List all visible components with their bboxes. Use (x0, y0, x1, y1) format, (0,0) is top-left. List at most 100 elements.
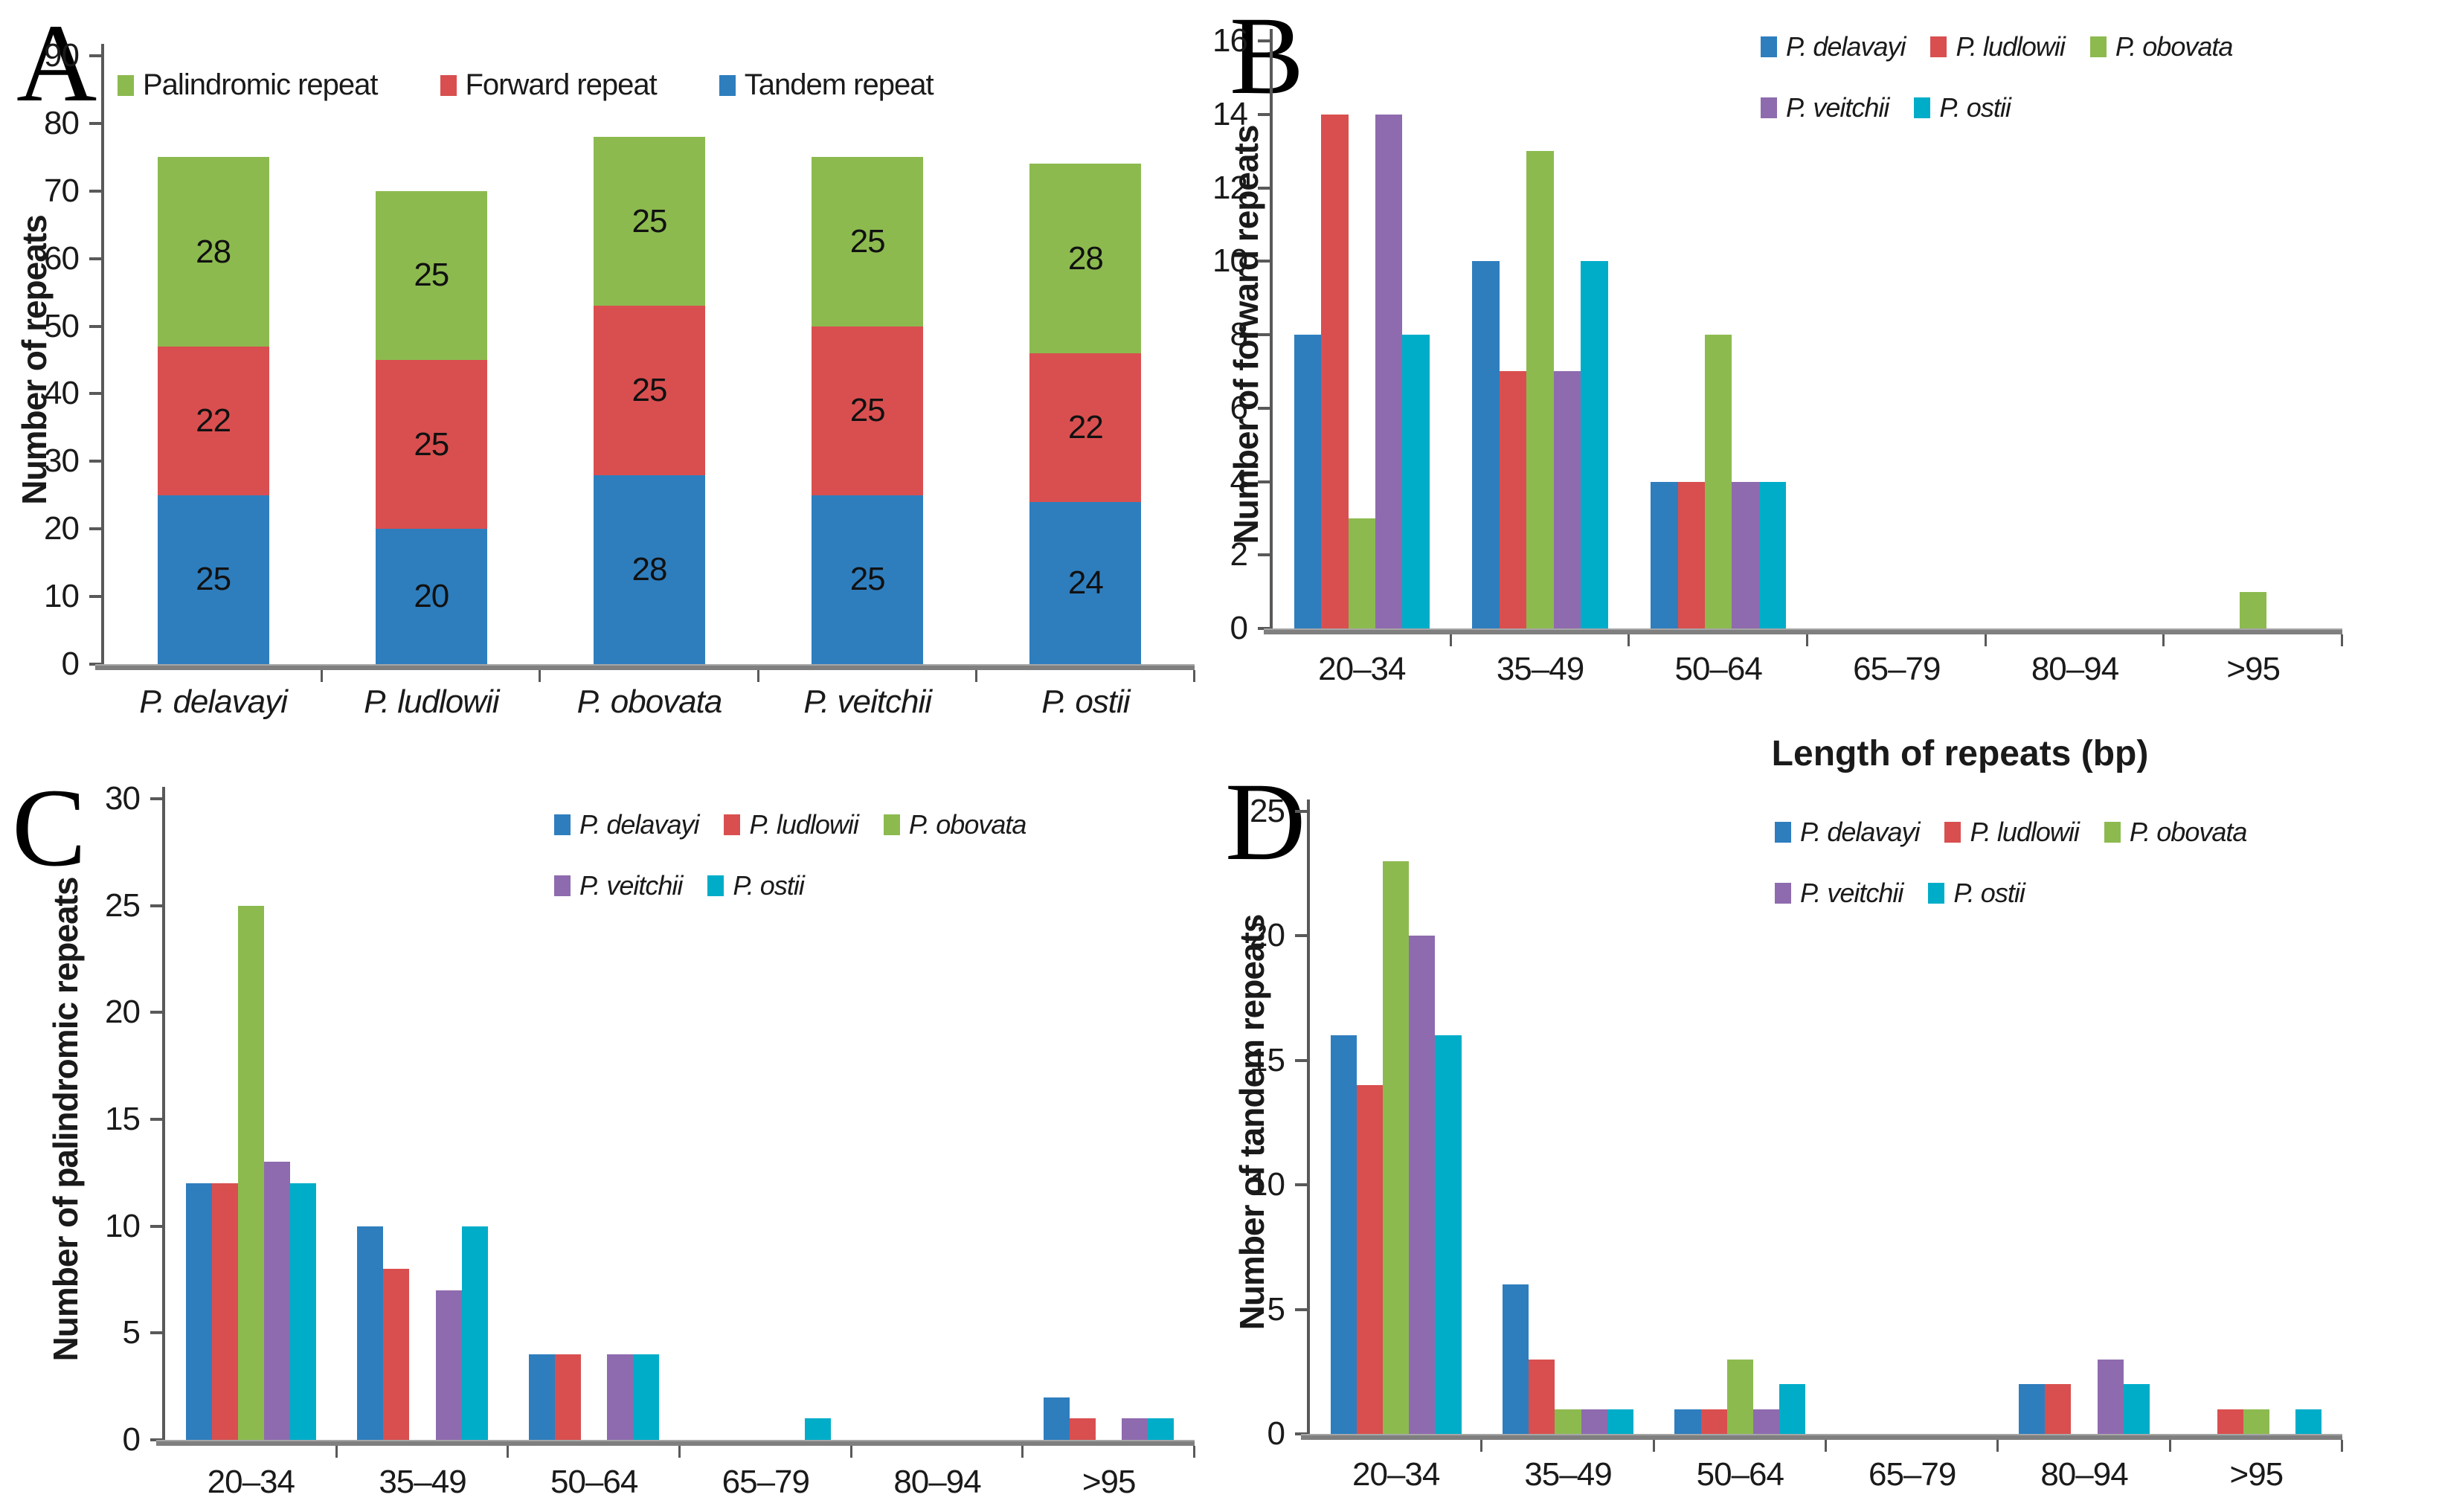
bar (1779, 1384, 1806, 1434)
x-category-label: 50–64 (1674, 651, 1762, 687)
legend-item: P. obovata (2104, 817, 2247, 848)
x-tick (678, 1446, 681, 1458)
bar (1472, 261, 1500, 628)
bar-value-label: 25 (849, 392, 886, 429)
y-tick (150, 1331, 162, 1335)
y-tick-label: 70 (44, 172, 80, 209)
bar-segment (375, 190, 487, 360)
bar-segment (1029, 353, 1142, 502)
bar (1402, 335, 1430, 628)
bar (383, 1269, 410, 1440)
bar (357, 1226, 384, 1440)
x-category-label: 20–34 (1352, 1456, 1440, 1493)
bar-segment (812, 495, 924, 664)
legend-label: P. ludlowii (1970, 817, 2079, 847)
bar (2045, 1384, 2072, 1434)
bar (289, 1183, 316, 1440)
x-category-label: 65–79 (1853, 651, 1941, 687)
x-category-label: 20–34 (207, 1464, 295, 1500)
legend-label: P. ostii (1953, 878, 2025, 908)
x-category-label: P. veitchii (803, 683, 932, 720)
y-tick-label: 0 (1267, 1415, 1285, 1452)
y-tick-label: 10 (44, 578, 80, 615)
x-tick (1628, 634, 1630, 646)
legend-item: P. delavayi (1761, 31, 1906, 62)
y-tick-label: 14 (1212, 95, 1248, 132)
y-tick-label: 40 (44, 375, 80, 412)
legend-row: P. veitchii P. ostii (1775, 878, 2246, 909)
y-tick-label: 25 (1250, 793, 1285, 829)
x-tick (2162, 634, 2165, 646)
bar (1148, 1418, 1175, 1440)
bar-segment (375, 360, 487, 530)
y-tick-label: 2 (1230, 536, 1248, 573)
bar (1553, 371, 1581, 628)
legend-swatch (2104, 822, 2121, 843)
y-tick (150, 1011, 162, 1014)
y-tick-label: 5 (1267, 1290, 1285, 1328)
legend-swatch (1761, 36, 1777, 57)
y-tick-label: 8 (1230, 316, 1248, 353)
y-axis-line (1307, 800, 1310, 1434)
bar-segment (157, 495, 269, 664)
y-tick-label: 0 (122, 1421, 141, 1458)
plot-area-d: 0 5 10 15 20 25 20–34 35–49 50–64 65–79 80–94 >95 (1221, 756, 2441, 1511)
legend-row: P. delavayi P. ludlowii P. obovata (554, 809, 1026, 840)
y-axis-line (101, 44, 104, 664)
legend-swatch (1944, 822, 1961, 843)
x-axis-line (1264, 628, 2342, 634)
bar-value-label: 25 (632, 202, 668, 239)
legend-row: P. delavayi P. ludlowii P. obovata (1761, 31, 2233, 62)
chart-legend-a: Palindromic repeat Forward repeat Tandem r… (118, 68, 934, 102)
x-tick (1652, 1440, 1655, 1452)
bar-segment (594, 474, 705, 664)
x-tick (335, 1446, 338, 1458)
plot-area-b: 0 2 4 6 8 10 12 14 16 20–34 35–49 50–64 65–79 80–94 >9… (1212, 0, 2441, 756)
x-category-label: 80–94 (2031, 651, 2119, 687)
y-tick (89, 189, 101, 193)
bar (1330, 1035, 1357, 1434)
x-category-label: P. obovata (576, 683, 723, 720)
y-tick-label: 16 (1212, 22, 1248, 59)
legend-label: Palindromic repeat (143, 68, 378, 101)
x-axis-line (95, 664, 1195, 670)
y-tick-label: 50 (44, 307, 80, 344)
panel-d: D Number of tandem repeats 0 5 10 15 20 25 20–… (1221, 756, 2441, 1511)
x-tick (1193, 670, 1195, 682)
x-category-label: 20–34 (1318, 651, 1406, 687)
bar (211, 1183, 238, 1440)
legend-row: P. veitchii P. ostii (1761, 92, 2232, 123)
panel-c: C Number of palindromic repeats 0 5 10 15 20… (0, 756, 1221, 1511)
bar-value-label: 25 (414, 425, 449, 463)
x-tick (1449, 634, 1452, 646)
chart-legend-b: P. delavayi P. ludlowii P. obovata P. veitc… (1761, 31, 2233, 153)
legend-label: P. delavayi (1786, 31, 1906, 62)
x-category-label: 80–94 (2040, 1456, 2128, 1493)
legend-row: P. veitchii P. ostii (554, 870, 1026, 901)
x-axis-title-b: Length of repeats (bp) (1771, 734, 2149, 773)
y-tick-label: 20 (44, 510, 80, 547)
legend-label: Tandem repeat (744, 68, 934, 101)
legend-label: P. ludlowii (749, 809, 858, 840)
panel-b: B Number of forward repeats 0 2 4 6 8 10 12 14 1… (1212, 0, 2441, 773)
y-tick (1258, 333, 1270, 336)
bar (607, 1354, 634, 1440)
bar-value-label: 28 (632, 550, 668, 588)
bar (263, 1162, 290, 1440)
legend-label: P. ludlowii (1956, 31, 2065, 62)
legend-swatch (707, 875, 724, 896)
bar-value-label: 25 (849, 222, 886, 260)
x-category-label: P. ostii (1041, 683, 1130, 720)
bar-segment (157, 346, 269, 495)
legend-item: Tandem repeat (719, 68, 934, 102)
bar (1674, 1409, 1701, 1434)
legend-item: P. obovata (2089, 31, 2233, 62)
legend-item: Forward repeat (440, 68, 658, 102)
bar (2019, 1384, 2046, 1434)
bar (1704, 335, 1732, 628)
x-category-label: 80–94 (893, 1464, 981, 1500)
x-category-label: 50–64 (550, 1464, 638, 1500)
x-category-label: >95 (2229, 1456, 2284, 1493)
y-tick (89, 595, 101, 599)
bar-value-label: 25 (632, 371, 668, 408)
